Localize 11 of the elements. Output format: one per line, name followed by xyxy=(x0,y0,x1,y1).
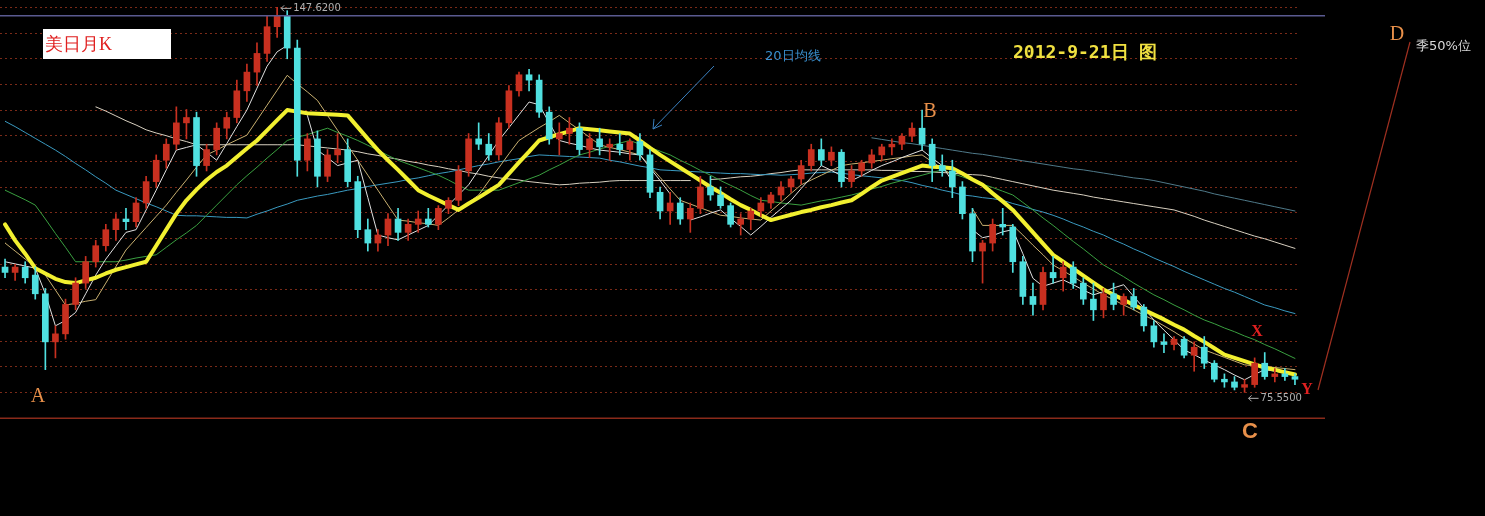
annotation: X xyxy=(1251,322,1264,340)
annotation: B xyxy=(923,99,937,122)
text: Y xyxy=(1301,380,1314,398)
text: 季50%位 xyxy=(1416,38,1471,54)
annotation: A xyxy=(30,384,46,407)
text: D xyxy=(1389,22,1405,45)
annotation: 20日均线 xyxy=(765,48,821,64)
text: 2012-9-21日 图 xyxy=(1013,40,1158,64)
annotation: 147.6200 xyxy=(293,1,341,13)
annotation: C xyxy=(1242,418,1259,444)
annotation: 75.5500 xyxy=(1260,391,1302,403)
